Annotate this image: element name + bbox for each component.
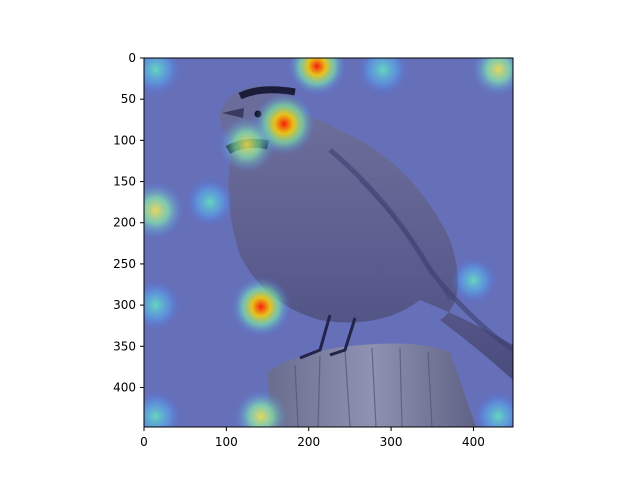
hotspot-11 (144, 390, 182, 427)
hotspot-7 (185, 177, 235, 227)
hotspot-13 (473, 391, 513, 427)
hotspot-3 (471, 58, 513, 96)
y-tick-label: 200 (113, 216, 136, 230)
x-tick-label: 300 (380, 435, 403, 449)
hotspot-2 (357, 58, 409, 96)
hotspot-6 (144, 181, 185, 239)
y-tick-label: 0 (128, 51, 136, 65)
hotspot-9 (144, 280, 181, 331)
y-axis: 0 50 100 150 200 250 300 350 400 (113, 51, 144, 394)
y-tick-label: 100 (113, 133, 136, 147)
y-tick-label: 300 (113, 298, 136, 312)
x-tick-label: 200 (297, 435, 320, 449)
hotspot-8 (450, 257, 497, 304)
x-tick-label: 0 (140, 435, 148, 449)
y-tick-label: 150 (113, 175, 136, 189)
hotspot-10 (230, 276, 292, 338)
hotspot-5 (218, 115, 276, 173)
y-tick-label: 250 (113, 257, 136, 271)
heatmap-image (144, 58, 513, 427)
y-tick-label: 400 (113, 380, 136, 394)
y-tick-label: 50 (121, 92, 136, 106)
x-tick-label: 400 (462, 435, 485, 449)
hotspot-1 (287, 58, 347, 97)
axes-frame (143, 57, 514, 428)
hotspot-12 (234, 389, 288, 427)
y-tick-label: 350 (113, 339, 136, 353)
attention-hotspots (144, 58, 513, 427)
wooden-post (268, 343, 476, 427)
hotspot-0 (144, 58, 182, 96)
x-axis: 0 100 200 300 400 (140, 427, 485, 449)
x-tick-label: 100 (215, 435, 238, 449)
